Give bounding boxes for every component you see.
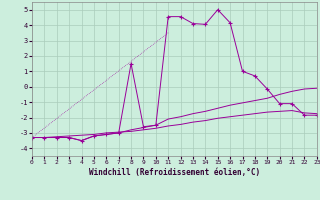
X-axis label: Windchill (Refroidissement éolien,°C): Windchill (Refroidissement éolien,°C) — [89, 168, 260, 177]
